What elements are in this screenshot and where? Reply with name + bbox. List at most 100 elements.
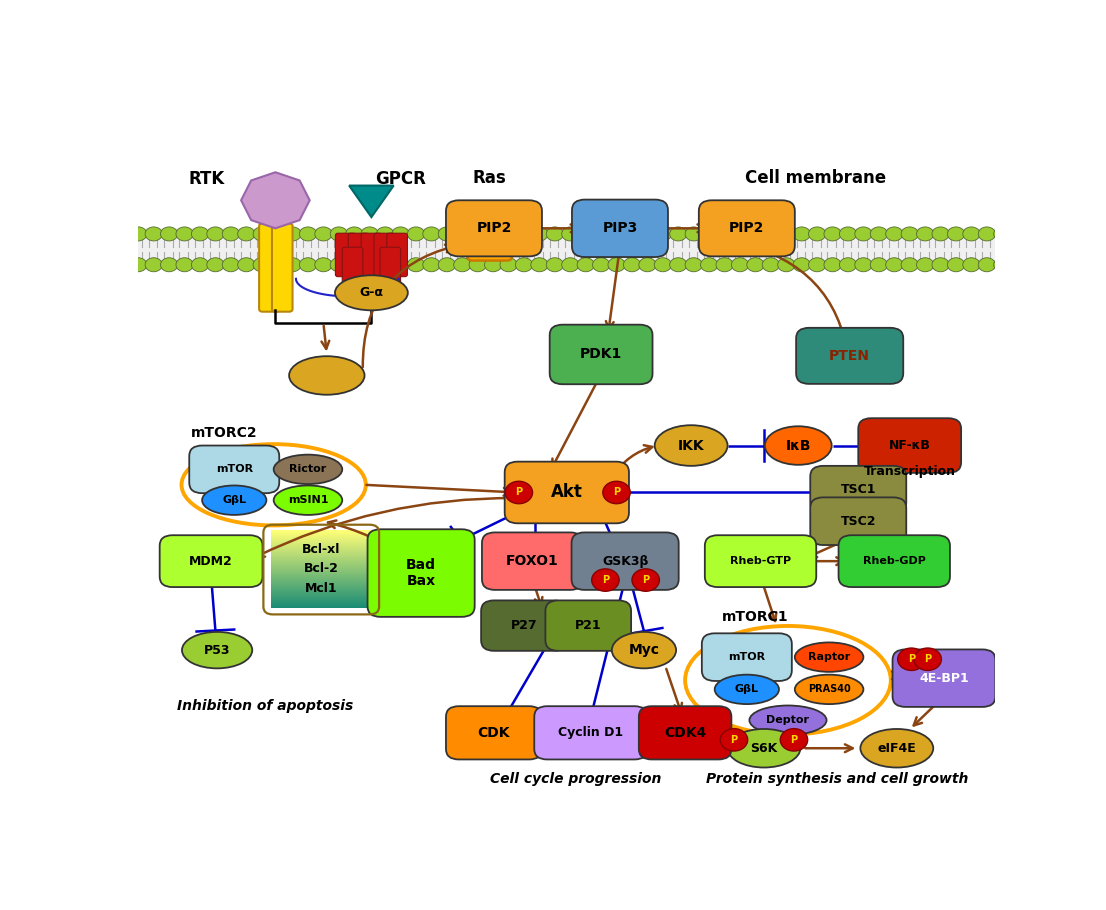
Text: MDM2: MDM2 bbox=[189, 555, 233, 568]
Circle shape bbox=[901, 258, 918, 272]
Ellipse shape bbox=[728, 729, 801, 767]
Circle shape bbox=[993, 227, 1011, 241]
Text: P: P bbox=[643, 575, 649, 585]
Circle shape bbox=[685, 258, 702, 272]
Circle shape bbox=[531, 227, 547, 241]
FancyBboxPatch shape bbox=[189, 446, 279, 493]
Circle shape bbox=[407, 258, 425, 272]
Text: mTOR: mTOR bbox=[216, 464, 253, 474]
Circle shape bbox=[839, 258, 856, 272]
Circle shape bbox=[993, 258, 1011, 272]
Ellipse shape bbox=[765, 426, 832, 465]
Circle shape bbox=[438, 227, 456, 241]
Text: P: P bbox=[908, 654, 915, 664]
Text: IKK: IKK bbox=[678, 439, 705, 452]
FancyBboxPatch shape bbox=[893, 650, 995, 707]
Circle shape bbox=[500, 258, 518, 272]
Circle shape bbox=[176, 227, 194, 241]
FancyBboxPatch shape bbox=[572, 532, 679, 590]
Circle shape bbox=[129, 258, 147, 272]
Circle shape bbox=[160, 258, 178, 272]
Circle shape bbox=[577, 227, 594, 241]
Text: PIP2: PIP2 bbox=[729, 221, 764, 236]
Circle shape bbox=[700, 227, 718, 241]
Ellipse shape bbox=[273, 485, 342, 515]
FancyBboxPatch shape bbox=[705, 535, 816, 587]
Circle shape bbox=[222, 227, 239, 241]
Text: Protein synthesis and cell growth: Protein synthesis and cell growth bbox=[706, 772, 968, 786]
Circle shape bbox=[392, 258, 409, 272]
Circle shape bbox=[284, 258, 301, 272]
Circle shape bbox=[603, 481, 630, 504]
Circle shape bbox=[191, 258, 209, 272]
Text: P: P bbox=[602, 575, 609, 585]
Circle shape bbox=[963, 227, 980, 241]
Text: Rictor: Rictor bbox=[290, 464, 326, 474]
Circle shape bbox=[546, 258, 563, 272]
Circle shape bbox=[300, 227, 316, 241]
Circle shape bbox=[685, 227, 702, 241]
Ellipse shape bbox=[202, 485, 267, 515]
Circle shape bbox=[720, 729, 748, 751]
Text: Ras: Ras bbox=[472, 169, 507, 187]
FancyBboxPatch shape bbox=[367, 530, 474, 617]
Circle shape bbox=[315, 227, 332, 241]
Ellipse shape bbox=[795, 642, 864, 672]
Circle shape bbox=[361, 227, 378, 241]
Circle shape bbox=[886, 258, 902, 272]
Circle shape bbox=[238, 227, 254, 241]
FancyBboxPatch shape bbox=[545, 601, 632, 651]
Text: Cell membrane: Cell membrane bbox=[744, 169, 886, 187]
Circle shape bbox=[453, 227, 471, 241]
Ellipse shape bbox=[714, 674, 779, 704]
Text: P: P bbox=[613, 488, 620, 498]
FancyBboxPatch shape bbox=[550, 325, 653, 384]
FancyBboxPatch shape bbox=[387, 233, 407, 277]
Circle shape bbox=[855, 227, 872, 241]
Text: P: P bbox=[730, 735, 738, 744]
Text: GSK3β: GSK3β bbox=[602, 555, 648, 568]
Circle shape bbox=[793, 258, 811, 272]
FancyBboxPatch shape bbox=[838, 535, 950, 587]
FancyBboxPatch shape bbox=[572, 199, 668, 257]
Circle shape bbox=[238, 258, 254, 272]
Circle shape bbox=[361, 258, 378, 272]
Ellipse shape bbox=[795, 674, 864, 704]
Circle shape bbox=[346, 258, 363, 272]
Circle shape bbox=[839, 227, 856, 241]
Text: Cyclin D1: Cyclin D1 bbox=[559, 726, 624, 739]
FancyBboxPatch shape bbox=[446, 200, 542, 257]
Ellipse shape bbox=[860, 729, 933, 767]
Ellipse shape bbox=[612, 632, 676, 668]
Circle shape bbox=[453, 258, 471, 272]
Text: mSIN1: mSIN1 bbox=[288, 495, 328, 505]
FancyBboxPatch shape bbox=[504, 461, 629, 523]
Text: Bcl-2: Bcl-2 bbox=[303, 562, 338, 575]
Circle shape bbox=[778, 258, 795, 272]
Text: PIP2: PIP2 bbox=[477, 221, 512, 236]
Circle shape bbox=[315, 258, 332, 272]
Circle shape bbox=[145, 258, 163, 272]
Circle shape bbox=[978, 258, 995, 272]
Text: TSC1: TSC1 bbox=[841, 483, 876, 496]
Circle shape bbox=[331, 227, 347, 241]
FancyBboxPatch shape bbox=[348, 233, 368, 277]
FancyBboxPatch shape bbox=[361, 233, 382, 277]
Text: Raptor: Raptor bbox=[808, 652, 851, 662]
Ellipse shape bbox=[273, 455, 342, 484]
Text: CDK4: CDK4 bbox=[664, 726, 707, 740]
Circle shape bbox=[505, 481, 532, 504]
FancyBboxPatch shape bbox=[796, 328, 904, 384]
Ellipse shape bbox=[750, 705, 826, 735]
Text: Mcl1: Mcl1 bbox=[304, 582, 337, 595]
Circle shape bbox=[160, 227, 178, 241]
Circle shape bbox=[469, 258, 487, 272]
FancyBboxPatch shape bbox=[699, 200, 795, 257]
Circle shape bbox=[963, 258, 980, 272]
Text: P21: P21 bbox=[575, 619, 602, 632]
Circle shape bbox=[593, 258, 609, 272]
Circle shape bbox=[914, 648, 941, 671]
Circle shape bbox=[948, 227, 964, 241]
FancyBboxPatch shape bbox=[138, 228, 995, 270]
Text: RTK: RTK bbox=[189, 170, 225, 188]
